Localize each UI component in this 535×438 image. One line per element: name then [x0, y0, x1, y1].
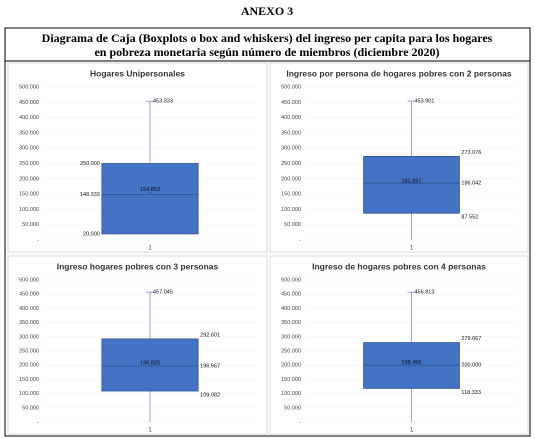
y-tick-label: 300.000: [281, 334, 301, 340]
mean-marker: [149, 365, 151, 367]
value-label: 109.082: [200, 392, 220, 398]
annex-label: ANEXO 3: [241, 4, 293, 18]
y-tick-label: 450.000: [281, 292, 301, 298]
y-tick-label: 200.000: [281, 363, 301, 369]
y-tick-label: 100.000: [19, 207, 39, 213]
y-tick-label: 300.000: [19, 146, 39, 152]
value-label: 453.333: [153, 99, 173, 105]
y-tick-label: 400.000: [281, 306, 301, 312]
value-label: 279.667: [461, 336, 481, 342]
y-tick-label: -: [299, 419, 301, 425]
value-label: 186.042: [461, 181, 481, 187]
y-tick-label: 200.000: [281, 176, 301, 182]
y-tick-label: 50.000: [284, 405, 301, 411]
y-tick-label: 300.000: [19, 334, 39, 340]
y-tick-label: 100.000: [19, 391, 39, 397]
y-tick-label: 400.000: [281, 115, 301, 121]
value-label: 87.552: [461, 215, 478, 221]
chart-title: Ingreso por persona de hogares pobres co…: [286, 68, 512, 78]
y-tick-label: 150.000: [281, 192, 301, 198]
value-label: 198.456: [402, 360, 422, 366]
y-tick-label: 450.000: [281, 100, 301, 106]
y-tick-label: 350.000: [19, 320, 39, 326]
chart-title: Ingreso hogares pobres con 3 personas: [57, 261, 219, 271]
y-tick-label: 50.000: [284, 222, 301, 228]
y-tick-label: 500.000: [281, 277, 301, 283]
chart-title: Hogares Unipersonales: [90, 68, 185, 78]
y-tick-label: -: [299, 237, 301, 243]
y-tick-label: -: [37, 419, 39, 425]
value-label: 457.045: [153, 290, 173, 296]
y-tick-label: 500.000: [19, 277, 39, 283]
doc-title: en pobreza monetaria según número de mie…: [94, 45, 439, 59]
value-label: 148.333: [80, 192, 100, 198]
value-label: 453.901: [415, 99, 435, 105]
y-tick-label: 250.000: [19, 348, 39, 354]
mean-marker: [410, 183, 413, 185]
y-tick-label: 50.000: [22, 405, 39, 411]
y-tick-label: 350.000: [19, 130, 39, 136]
value-label: 196.825: [140, 361, 160, 367]
value-label: 456.813: [415, 290, 435, 296]
y-tick-label: 250.000: [281, 161, 301, 167]
y-tick-label: -: [37, 237, 39, 243]
value-label: 154.853: [140, 187, 160, 193]
y-tick-label: 400.000: [19, 306, 39, 312]
y-tick-label: 350.000: [281, 320, 301, 326]
y-tick-label: 300.000: [281, 146, 301, 152]
frame: [4, 27, 531, 437]
x-tick-label: 1: [148, 428, 152, 434]
y-tick-label: 100.000: [281, 207, 301, 213]
value-label: 196.667: [200, 364, 220, 370]
value-label: 292.601: [200, 332, 220, 338]
y-tick-label: 500.000: [19, 84, 39, 90]
y-tick-label: 150.000: [281, 377, 301, 383]
value-label: 273.076: [461, 150, 481, 156]
y-tick-label: 100.000: [281, 391, 301, 397]
value-label: 20.000: [83, 231, 100, 237]
doc-title: Diagrama de Caja (Boxplots o box and whi…: [42, 31, 493, 45]
y-tick-label: 350.000: [281, 130, 301, 136]
value-label: 182.897: [402, 178, 422, 184]
y-tick-label: 150.000: [19, 192, 39, 198]
value-label: 250.000: [80, 161, 100, 167]
x-tick-label: 1: [410, 428, 414, 434]
y-tick-label: 250.000: [281, 348, 301, 354]
y-tick-label: 150.000: [19, 377, 39, 383]
box: [101, 163, 199, 235]
y-tick-label: 400.000: [19, 115, 39, 121]
y-tick-label: 50.000: [22, 222, 39, 228]
x-tick-label: 1: [148, 246, 152, 252]
mean-marker: [410, 364, 413, 367]
y-tick-label: 250.000: [19, 161, 39, 167]
y-tick-label: 200.000: [19, 363, 39, 369]
y-tick-label: 450.000: [19, 292, 39, 298]
value-label: 200.000: [461, 363, 481, 369]
y-tick-label: 200.000: [19, 176, 39, 182]
box: [101, 338, 199, 392]
chart-title: Ingreso de hogares pobres con 4 personas: [312, 261, 486, 271]
y-tick-label: 500.000: [281, 84, 301, 90]
value-label: 118.333: [461, 390, 480, 396]
y-tick-label: 450.000: [19, 100, 39, 106]
x-tick-label: 1: [410, 246, 414, 252]
mean-marker: [149, 191, 151, 194]
